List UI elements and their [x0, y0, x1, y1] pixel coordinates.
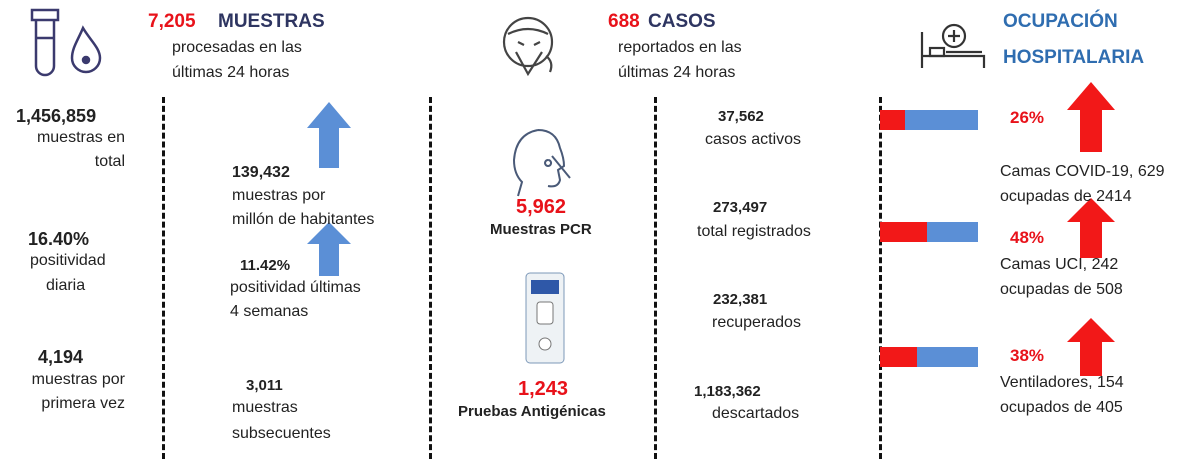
stat-label: millón de habitantes [232, 210, 374, 230]
stat-value: 3,011 [246, 376, 283, 396]
stat-value: 5,962 [516, 197, 566, 217]
header-title: OCUPACIÓN [1003, 12, 1118, 32]
up-arrow [305, 222, 353, 276]
stat-value: 1,183,362 [694, 382, 761, 402]
pcr-swab-icon [508, 120, 578, 200]
stat-value: 16.40% [28, 229, 89, 249]
test-tube-icon [28, 8, 108, 80]
header-title: CASOS [648, 12, 716, 32]
antigen-test-icon [525, 272, 565, 364]
header-title: MUESTRAS [218, 12, 325, 32]
header-title: HOSPITALARIA [1003, 48, 1144, 68]
percent-label: 38% [1010, 346, 1044, 366]
stat-value: 4,194 [38, 347, 83, 367]
header-text: reportados en las [618, 38, 742, 58]
occupancy-bar-track [880, 347, 978, 367]
separator [654, 97, 657, 459]
occupancy-bar-track [880, 222, 978, 242]
separator [162, 97, 165, 459]
stat-value: 1,243 [518, 379, 568, 399]
stat-label: positividad últimas [230, 278, 361, 298]
stat-label: 4 semanas [230, 302, 308, 322]
occupancy-label: Camas COVID-19, 629 [1000, 162, 1165, 182]
header-text: últimas 24 horas [618, 63, 735, 83]
header-text: últimas 24 horas [172, 63, 289, 83]
up-arrow [1066, 82, 1116, 152]
stat-label: casos activos [705, 130, 801, 150]
stat-label: muestras por [232, 186, 325, 206]
percent-label: 26% [1010, 108, 1044, 128]
stat-label: muestras por [32, 370, 125, 390]
up-arrow [1066, 198, 1116, 258]
up-arrow [1066, 318, 1116, 376]
hospital-bed-icon [918, 22, 988, 70]
stat-value: 139,432 [232, 163, 290, 183]
stat-label: recuperados [712, 313, 801, 333]
stat-label: muestras en [37, 128, 125, 148]
stat-value: 273,497 [713, 198, 767, 218]
header-text: procesadas en las [172, 38, 302, 58]
occupancy-bar-track [880, 110, 978, 130]
separator [429, 97, 432, 459]
count: 688 [608, 12, 640, 32]
occupancy-bar [880, 110, 905, 130]
occupancy-label: ocupadas de 2414 [1000, 187, 1132, 207]
up-arrow [305, 102, 353, 168]
stat-label: Muestras PCR [490, 220, 592, 240]
stat-label: total registrados [697, 222, 811, 242]
stat-value: 11.42% [240, 256, 290, 276]
stat-value: 232,381 [713, 290, 767, 310]
sick-face-icon [500, 12, 560, 84]
occupancy-label: ocupadas de 508 [1000, 280, 1123, 300]
count: 7,205 [148, 12, 196, 32]
stat-label: primera vez [41, 394, 125, 414]
occupancy-bar [880, 222, 927, 242]
stat-label: positividad [30, 251, 106, 271]
stat-label: subsecuentes [232, 424, 331, 444]
stat-value: 1,456,859 [16, 106, 96, 126]
occupancy-bar [880, 347, 917, 367]
stat-label: descartados [712, 404, 799, 424]
infographic: 7,205 MUESTRAS procesadas en las últimas… [0, 0, 1201, 459]
percent-label: 48% [1010, 228, 1044, 248]
stat-label: muestras [232, 398, 298, 418]
stat-label: Pruebas Antigénicas [458, 402, 606, 422]
occupancy-label: Camas UCI, 242 [1000, 255, 1118, 275]
stat-label: diaria [46, 276, 85, 296]
stat-value: 37,562 [718, 107, 764, 127]
separator [879, 97, 882, 459]
occupancy-label: Ventiladores, 154 [1000, 373, 1124, 393]
stat-label: total [95, 152, 125, 172]
occupancy-label: ocupados de 405 [1000, 398, 1123, 418]
